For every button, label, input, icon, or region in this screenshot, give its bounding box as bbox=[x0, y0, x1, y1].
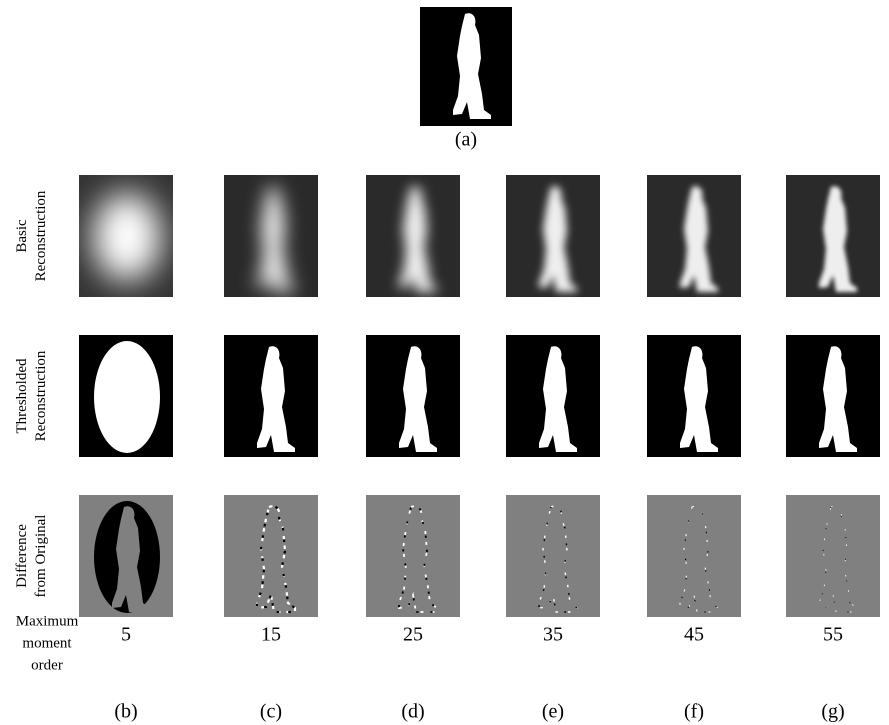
difference-image bbox=[366, 495, 460, 617]
panel-label: (g) bbox=[821, 701, 844, 723]
row-label-line: Basic bbox=[14, 219, 30, 253]
moment-order: 55 bbox=[823, 624, 843, 646]
thresholded-reconstruction bbox=[786, 335, 880, 457]
row-label-line: from Original bbox=[33, 515, 49, 598]
difference-image bbox=[506, 495, 600, 617]
basic-reconstruction bbox=[224, 175, 318, 297]
difference-image bbox=[79, 495, 173, 617]
image-bg bbox=[786, 495, 880, 617]
thresholded-reconstruction bbox=[224, 335, 318, 457]
panel-label: (f) bbox=[684, 701, 704, 723]
thresholded-reconstruction bbox=[366, 335, 460, 457]
order-label-line: moment bbox=[22, 635, 72, 651]
moment-order: 25 bbox=[403, 624, 423, 646]
blob bbox=[93, 193, 161, 281]
moment-order: 5 bbox=[121, 624, 131, 646]
panel-label: (c) bbox=[260, 701, 282, 723]
row-label-line: Difference bbox=[14, 524, 30, 588]
thresholded-reconstruction bbox=[506, 335, 600, 457]
basic-reconstruction bbox=[366, 175, 460, 297]
basic-reconstruction bbox=[647, 175, 741, 297]
row-label-line: Thresholded bbox=[14, 358, 30, 433]
moment-order: 35 bbox=[543, 624, 563, 646]
basic-reconstruction bbox=[786, 175, 880, 297]
blob bbox=[94, 341, 160, 453]
thresholded-reconstruction bbox=[647, 335, 741, 457]
thresholded-reconstruction bbox=[79, 335, 173, 457]
basic-reconstruction bbox=[506, 175, 600, 297]
figure: (a) 5(b)15(c)25(d)35(e)45(f)55(g)BasicRe… bbox=[0, 0, 889, 725]
moment-order: 15 bbox=[261, 624, 281, 646]
panel-label: (b) bbox=[114, 701, 137, 723]
row-label-line: Reconstruction bbox=[33, 350, 49, 441]
panel-label: (d) bbox=[401, 701, 424, 723]
order-label-line: order bbox=[31, 657, 63, 673]
panel-a: (a) bbox=[420, 7, 512, 151]
order-label-line: Maximum bbox=[16, 613, 79, 629]
moment-order: 45 bbox=[684, 624, 704, 646]
basic-reconstruction bbox=[79, 175, 173, 297]
image-bg bbox=[647, 495, 741, 617]
panel-label: (a) bbox=[455, 129, 477, 151]
image-bg bbox=[506, 495, 600, 617]
panel-label: (e) bbox=[542, 701, 564, 723]
difference-image bbox=[786, 495, 880, 617]
difference-image bbox=[647, 495, 741, 617]
row-label-line: Reconstruction bbox=[33, 190, 49, 281]
difference-image bbox=[224, 495, 318, 617]
